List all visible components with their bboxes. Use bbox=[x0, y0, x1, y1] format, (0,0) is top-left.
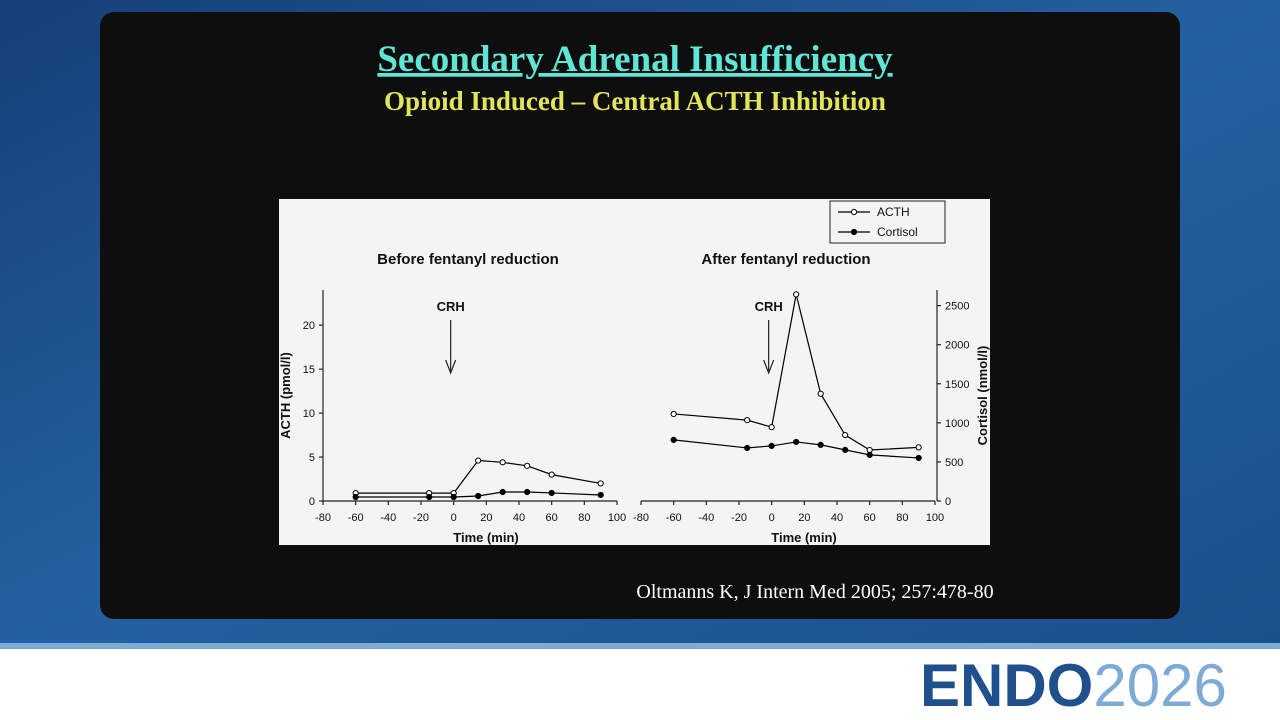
slide-title: Secondary Adrenal Insufficiency bbox=[377, 39, 893, 80]
x-tick-label: -60 bbox=[348, 512, 364, 524]
y-tick-label: 0 bbox=[309, 496, 315, 508]
data-point bbox=[548, 471, 555, 478]
x-tick-label: 80 bbox=[896, 512, 908, 524]
y2-tick-label: 500 bbox=[945, 457, 963, 469]
data-point bbox=[817, 390, 824, 397]
x-tick-label: -40 bbox=[380, 512, 396, 524]
citation: Oltmanns K, J Intern Med 2005; 257:478-8… bbox=[636, 581, 993, 603]
x-axis-label: Time (min) bbox=[453, 530, 519, 545]
y-tick-label: 10 bbox=[303, 408, 315, 420]
series-line bbox=[673, 294, 919, 451]
series-line bbox=[355, 459, 601, 494]
data-point bbox=[915, 454, 922, 462]
x-tick-label: 40 bbox=[831, 512, 843, 524]
annotation-arrowhead bbox=[763, 359, 775, 375]
data-point bbox=[475, 492, 482, 500]
data-point bbox=[548, 489, 555, 497]
divider bbox=[0, 643, 1280, 649]
legend-marker bbox=[850, 228, 858, 236]
data-point bbox=[842, 446, 849, 453]
data-point bbox=[524, 462, 531, 469]
x-tick-label: 60 bbox=[864, 512, 876, 524]
x-tick-label: -40 bbox=[698, 512, 714, 524]
data-point bbox=[915, 444, 922, 451]
slide-subtitle: Opioid Induced – Central ACTH Inhibition bbox=[384, 86, 886, 116]
data-point bbox=[744, 417, 751, 424]
x-tick-label: 0 bbox=[769, 512, 775, 524]
figure-area bbox=[279, 199, 990, 545]
legend-label: ACTH bbox=[877, 205, 910, 219]
y-tick-label: 20 bbox=[303, 320, 315, 332]
x-tick-label: -80 bbox=[633, 512, 649, 524]
annotation-label: CRH bbox=[437, 299, 465, 314]
annotation-label: CRH bbox=[755, 299, 783, 314]
x-tick-label: -60 bbox=[666, 512, 682, 524]
y2-tick-label: 0 bbox=[945, 496, 951, 508]
data-point bbox=[475, 457, 482, 464]
y2-tick-label: 2500 bbox=[945, 301, 969, 313]
logo-word: ENDO bbox=[920, 652, 1093, 719]
data-point bbox=[597, 491, 604, 499]
data-point bbox=[768, 442, 775, 450]
logo: ENDO2026 bbox=[920, 652, 1227, 719]
data-point bbox=[426, 493, 433, 501]
data-point bbox=[817, 441, 824, 448]
x-tick-label: -20 bbox=[413, 512, 429, 524]
x-tick-label: 40 bbox=[513, 512, 525, 524]
x-tick-label: 0 bbox=[451, 512, 457, 524]
x-tick-label: 20 bbox=[798, 512, 810, 524]
chart-title: Before fentanyl reduction bbox=[377, 251, 559, 268]
data-point bbox=[866, 451, 873, 458]
x-tick-label: -80 bbox=[315, 512, 331, 524]
annotation-arrowhead bbox=[445, 359, 457, 375]
x-tick-label: 20 bbox=[480, 512, 492, 524]
data-point bbox=[793, 438, 800, 446]
data-point bbox=[768, 424, 775, 431]
data-point bbox=[352, 493, 359, 501]
y2-axis-label: Cortisol (nmol/l) bbox=[975, 346, 990, 446]
x-axis-label: Time (min) bbox=[771, 530, 837, 545]
legend-box bbox=[829, 200, 946, 244]
series-line bbox=[355, 491, 601, 498]
x-tick-label: 60 bbox=[546, 512, 558, 524]
data-point bbox=[744, 444, 751, 452]
y-tick-label: 15 bbox=[303, 364, 315, 376]
y2-tick-label: 1000 bbox=[945, 418, 969, 430]
data-point bbox=[842, 431, 849, 439]
legend-marker bbox=[850, 208, 858, 216]
x-tick-label: 80 bbox=[578, 512, 590, 524]
legend-label: Cortisol bbox=[877, 225, 918, 239]
y2-tick-label: 1500 bbox=[945, 379, 969, 391]
series-line bbox=[673, 439, 919, 459]
data-point bbox=[670, 410, 677, 418]
chart-title: After fentanyl reduction bbox=[701, 251, 870, 268]
data-point bbox=[524, 488, 531, 496]
logo-year: 2026 bbox=[1093, 652, 1226, 719]
data-point bbox=[670, 436, 677, 443]
y-axis-label: ACTH (pmol/l) bbox=[278, 352, 293, 439]
data-point bbox=[450, 493, 457, 501]
x-tick-label: 100 bbox=[926, 512, 944, 524]
charts: Before fentanyl reduction -80 -60 -40 -20 0 20… bbox=[278, 200, 990, 545]
data-point bbox=[499, 459, 506, 466]
data-point bbox=[793, 291, 800, 298]
data-point bbox=[597, 480, 604, 487]
footer bbox=[0, 649, 1280, 720]
data-point bbox=[499, 488, 506, 496]
y-tick-label: 5 bbox=[309, 452, 315, 464]
y2-tick-label: 2000 bbox=[945, 340, 969, 352]
x-tick-label: -20 bbox=[731, 512, 747, 524]
x-tick-label: 100 bbox=[608, 512, 626, 524]
